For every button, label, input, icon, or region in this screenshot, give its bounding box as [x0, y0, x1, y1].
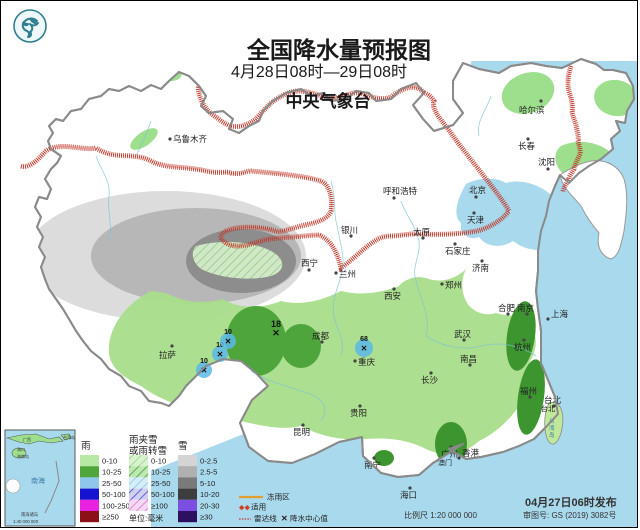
svg-text:50-100: 50-100: [151, 490, 175, 499]
svg-text:68: 68: [360, 336, 368, 343]
svg-text:✕: ✕: [272, 328, 280, 338]
svg-text:雨夹雪: 雨夹雪: [129, 434, 158, 446]
svg-text:福州: 福州: [520, 386, 537, 396]
svg-text:长沙: 长沙: [421, 375, 439, 385]
svg-text:台湾岛: 台湾岛: [63, 434, 75, 440]
svg-text:0-10: 0-10: [102, 457, 117, 466]
svg-text:南海: 南海: [31, 476, 45, 485]
svg-text:哈尔滨: 哈尔滨: [519, 105, 545, 115]
svg-text:比例尺 1:20 000 000: 比例尺 1:20 000 000: [404, 510, 477, 520]
svg-text:海口: 海口: [400, 490, 417, 500]
svg-text:雪: 雪: [178, 441, 188, 452]
svg-text:降水中心值: 降水中心值: [290, 513, 328, 523]
svg-text:10-20: 10-20: [200, 490, 219, 499]
svg-text:海口: 海口: [17, 446, 25, 452]
svg-text:兰州: 兰州: [339, 269, 356, 279]
svg-text:郑州: 郑州: [445, 280, 462, 290]
svg-text:南昌: 南昌: [460, 354, 477, 364]
svg-text:✕: ✕: [281, 514, 288, 523]
svg-text:天津: 天津: [467, 215, 485, 225]
svg-text:25-50: 25-50: [102, 479, 121, 488]
svg-text:100-250: 100-250: [102, 501, 130, 510]
svg-text:◆◆: ◆◆: [239, 503, 251, 512]
svg-text:西安: 西安: [384, 291, 401, 301]
svg-text:≥250: ≥250: [102, 513, 119, 522]
svg-text:20-30: 20-30: [200, 501, 219, 510]
svg-text:10-25: 10-25: [151, 468, 170, 477]
svg-text:南京: 南京: [517, 303, 534, 313]
svg-text:北京: 北京: [469, 185, 486, 195]
svg-text:雷达线: 雷达线: [254, 513, 277, 523]
svg-text:拉萨: 拉萨: [159, 350, 177, 360]
svg-text:沈阳: 沈阳: [538, 157, 555, 167]
svg-text:单位:毫米: 单位:毫米: [129, 513, 163, 523]
svg-text:25-50: 25-50: [151, 479, 170, 488]
svg-text:银川: 银川: [341, 225, 358, 235]
svg-text:中央气象台: 中央气象台: [286, 91, 371, 111]
svg-text:长春: 长春: [518, 141, 536, 151]
svg-text:成都: 成都: [312, 331, 330, 341]
svg-text:≥30: ≥30: [200, 513, 213, 522]
svg-text:雨: 雨: [81, 441, 91, 452]
svg-text:1:40 000 000: 1:40 000 000: [13, 519, 39, 524]
svg-text:✕: ✕: [361, 344, 368, 353]
svg-text:5-10: 5-10: [200, 479, 215, 488]
svg-text:海南岛: 海南岛: [17, 453, 29, 459]
svg-text:≥100: ≥100: [151, 501, 168, 510]
svg-text:审图号: GS (2019) 3082号: 审图号: GS (2019) 3082号: [523, 510, 616, 520]
svg-text:呼和浩特: 呼和浩特: [383, 186, 418, 196]
svg-text:10: 10: [200, 358, 208, 365]
svg-text:0-10: 0-10: [151, 457, 166, 466]
svg-text:冻雨区: 冻雨区: [267, 492, 290, 502]
svg-text:武汉: 武汉: [454, 329, 472, 339]
svg-text:济南: 济南: [472, 263, 489, 273]
svg-text:杭州: 杭州: [514, 342, 531, 352]
svg-text:香港: 香港: [462, 448, 480, 458]
svg-text:岛: 岛: [549, 431, 555, 439]
svg-text:50-100: 50-100: [102, 490, 126, 499]
svg-text:贵阳: 贵阳: [350, 408, 367, 418]
svg-text:广西: 广西: [23, 436, 31, 442]
svg-text:10: 10: [224, 329, 232, 336]
svg-text:✕: ✕: [225, 337, 232, 346]
svg-text:适用: 适用: [251, 502, 266, 512]
svg-text:合肥: 合肥: [498, 303, 516, 313]
svg-text:✕: ✕: [217, 350, 224, 359]
svg-text:2.5-5: 2.5-5: [200, 468, 217, 477]
svg-text:04月27日06时发布: 04月27日06时发布: [525, 495, 617, 509]
svg-text:湾: 湾: [549, 424, 555, 432]
svg-text:10-25: 10-25: [102, 468, 121, 477]
svg-text:昆明: 昆明: [293, 427, 310, 437]
svg-text:石家庄: 石家庄: [445, 246, 471, 256]
svg-text:4月28日08时—29日08时: 4月28日08时—29日08时: [231, 63, 407, 81]
svg-text:西宁: 西宁: [301, 258, 318, 268]
svg-text:太原: 太原: [413, 227, 430, 237]
svg-text:全国降水量预报图: 全国降水量预报图: [246, 37, 431, 63]
svg-text:重庆: 重庆: [358, 357, 376, 367]
svg-text:台北: 台北: [544, 395, 562, 405]
svg-text:上海: 上海: [551, 309, 569, 319]
svg-text:乌鲁木齐: 乌鲁木齐: [173, 134, 208, 144]
svg-text:0-2.5: 0-2.5: [200, 457, 217, 466]
svg-text:南海诸岛: 南海诸岛: [21, 511, 38, 518]
